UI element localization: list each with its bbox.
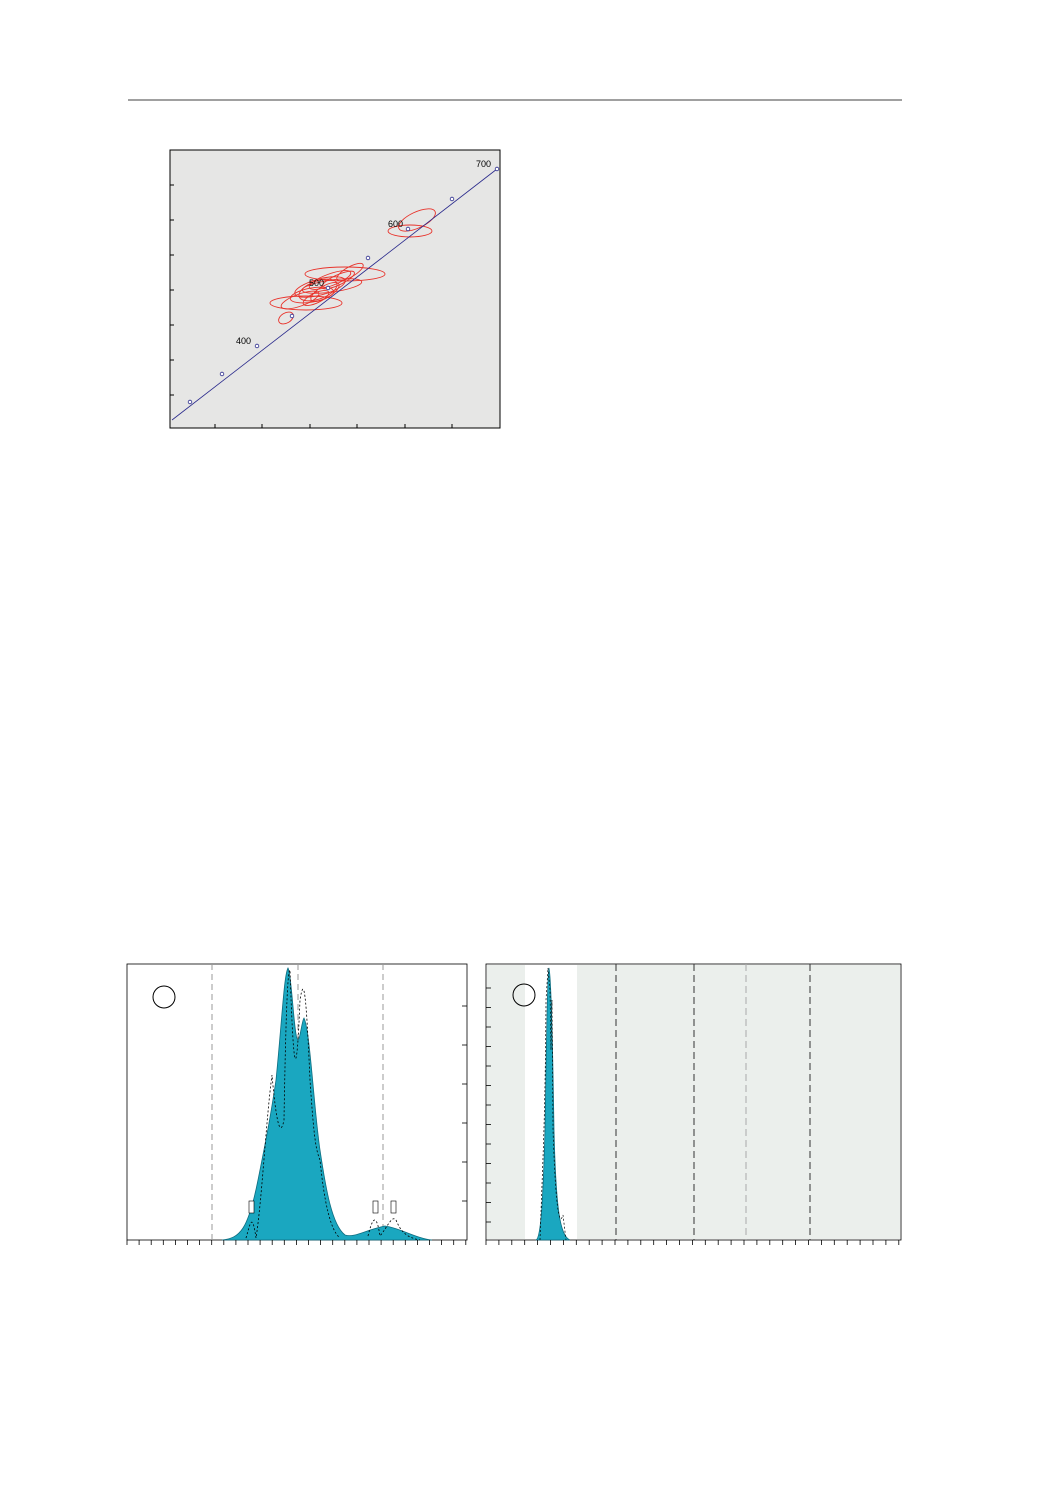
error-ellipse [278,311,294,325]
probability-curve [539,967,567,1241]
age-marker [449,196,455,202]
age-marker [365,255,371,261]
bin-box [248,1200,255,1214]
concordia-figure: 400 500 600 700 [169,149,501,429]
error-ellipse [321,270,355,290]
axis-ticks [485,987,900,1245]
density-curve [221,967,433,1241]
histogram-right [485,963,902,1245]
bin-box [390,1200,397,1214]
age-marker [187,399,193,405]
shaded-band [487,965,525,1239]
histogram-left [126,963,468,1245]
axis-ticks [126,1005,467,1245]
panel-marker [152,985,176,1009]
age-marker [289,313,295,319]
error-ellipse [310,282,340,302]
age-label: 400 [236,336,251,346]
error-ellipse [387,224,433,238]
error-ellipse [308,270,352,290]
error-ellipse [298,278,338,302]
age-label: 500 [309,278,324,288]
age-label: 600 [388,219,403,229]
probability-curve [245,969,421,1241]
age-marker [254,343,260,349]
age-label: 700 [476,159,491,169]
age-markers [187,166,500,405]
age-marker [325,285,331,291]
age-marker [405,226,411,232]
error-ellipse [398,208,436,232]
error-ellipse [269,295,343,311]
age-marker [494,166,500,172]
panel-marker [512,983,536,1007]
bin-box [372,1200,379,1214]
age-marker [219,371,225,377]
concordia-curve [171,168,498,421]
axis-ticks [170,184,453,428]
shaded-band [577,965,900,1239]
error-ellipses [269,208,436,325]
